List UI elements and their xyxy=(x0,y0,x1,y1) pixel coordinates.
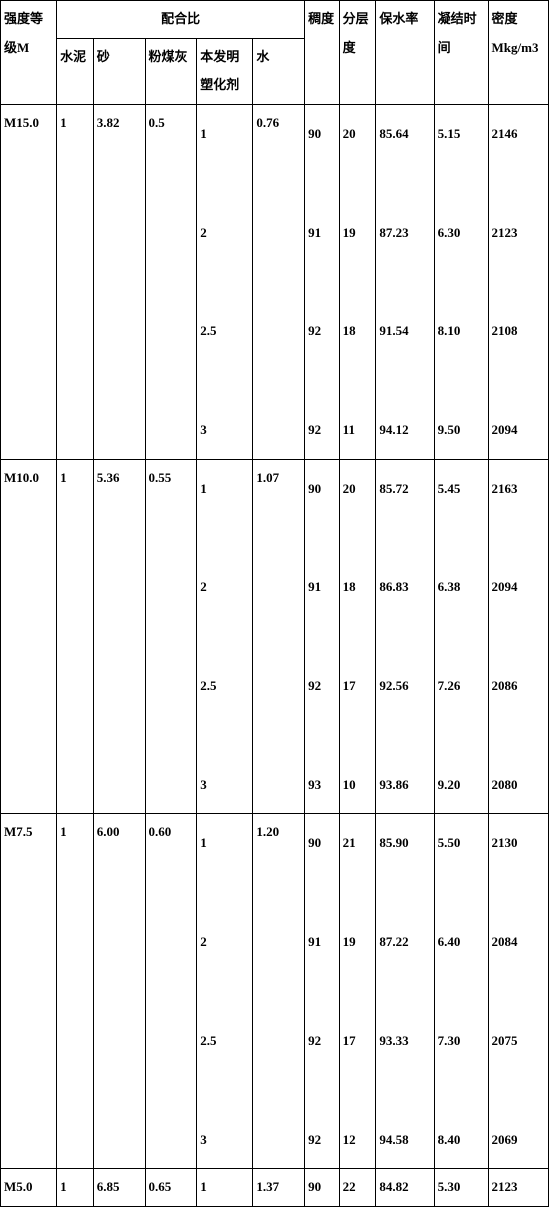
cell-flyash: 0.5 xyxy=(145,104,197,459)
cell-consistency: 90 91 92 92 xyxy=(305,104,340,459)
cell-flyash: 0.55 xyxy=(145,459,197,814)
cell-retention: 84.82 xyxy=(376,1168,434,1206)
cell-flyash: 0.65 xyxy=(145,1168,197,1206)
header-mix-ratio: 配合比 xyxy=(57,1,305,39)
cell-layering: 22 xyxy=(339,1168,376,1206)
cell-sand: 3.82 xyxy=(93,104,145,459)
cell-water: 1.07 xyxy=(253,459,305,814)
mortar-properties-table: 强度等级M 配合比 稠度 分层度 保水率 凝结时间 密度Mkg/m3 水泥 砂 … xyxy=(0,0,549,1207)
cell-density: 2163 2094 2086 2080 xyxy=(488,459,548,814)
header-agent: 本发明塑化剂 xyxy=(197,38,253,104)
header-cement: 水泥 xyxy=(57,38,94,104)
data-row-m15: M15.0 1 3.82 0.5 1 2 2.5 3 0.76 90 91 92… xyxy=(1,104,549,459)
header-row-1: 强度等级M 配合比 稠度 分层度 保水率 凝结时间 密度Mkg/m3 xyxy=(1,1,549,39)
header-flyash: 粉煤灰 xyxy=(145,38,197,104)
cell-sand: 6.85 xyxy=(93,1168,145,1206)
header-retention: 保水率 xyxy=(376,1,434,105)
cell-agent: 1 2 2.5 3 xyxy=(197,104,253,459)
cell-strength: M5.0 xyxy=(1,1168,57,1206)
cell-strength: M10.0 xyxy=(1,459,57,814)
header-density: 密度Mkg/m3 xyxy=(488,1,548,105)
header-setting: 凝结时间 xyxy=(434,1,488,105)
cell-strength: M15.0 xyxy=(1,104,57,459)
cell-density: 2123 xyxy=(488,1168,548,1206)
cell-layering: 20 19 18 11 xyxy=(339,104,376,459)
cell-cement: 1 xyxy=(57,459,94,814)
header-layering: 分层度 xyxy=(339,1,376,105)
cell-water: 0.76 xyxy=(253,104,305,459)
cell-setting: 5.15 6.30 8.10 9.50 xyxy=(434,104,488,459)
cell-retention: 85.72 86.83 92.56 93.86 xyxy=(376,459,434,814)
cell-setting: 5.30 xyxy=(434,1168,488,1206)
data-row-m5: M5.0 1 6.85 0.65 1 1.37 90 22 84.82 5.30… xyxy=(1,1168,549,1206)
cell-sand: 5.36 xyxy=(93,459,145,814)
header-sand: 砂 xyxy=(93,38,145,104)
cell-water: 1.37 xyxy=(253,1168,305,1206)
cell-density: 2146 2123 2108 2094 xyxy=(488,104,548,459)
cell-cement: 1 xyxy=(57,1168,94,1206)
cell-layering: 20 18 17 10 xyxy=(339,459,376,814)
cell-consistency: 90 xyxy=(305,1168,340,1206)
cell-retention: 85.64 87.23 91.54 94.12 xyxy=(376,104,434,459)
cell-agent: 1 2 2.5 3 xyxy=(197,459,253,814)
header-consistency: 稠度 xyxy=(305,1,340,105)
cell-setting: 5.45 6.38 7.26 9.20 xyxy=(434,459,488,814)
header-strength: 强度等级M xyxy=(1,1,57,105)
cell-agent: 1 xyxy=(197,1168,253,1206)
cell-cement: 1 xyxy=(57,104,94,459)
data-row-m10: M10.0 1 5.36 0.55 1 2 2.5 3 1.07 90 91 9… xyxy=(1,459,549,814)
cell-consistency: 90 91 92 93 xyxy=(305,459,340,814)
header-water: 水 xyxy=(253,38,305,104)
